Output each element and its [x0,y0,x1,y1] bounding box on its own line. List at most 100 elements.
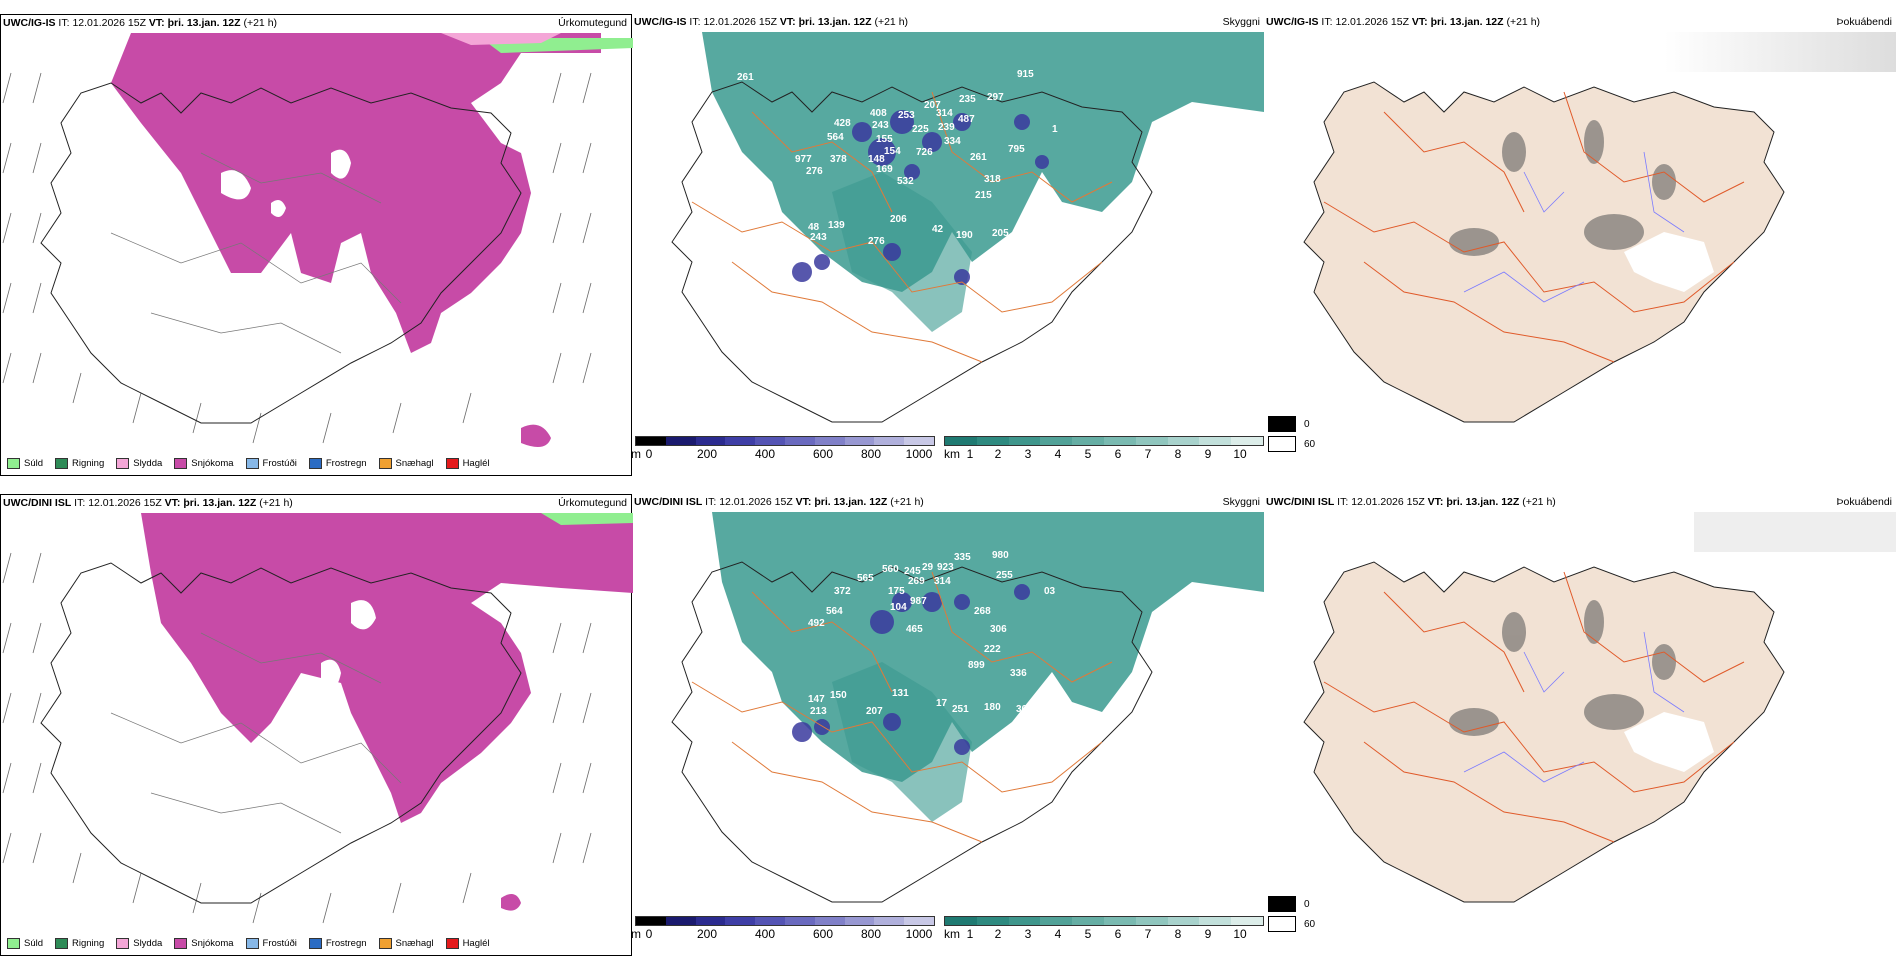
svg-text:1: 1 [1052,124,1058,135]
panel-name: Þokuábendi [1836,16,1892,28]
svg-text:372: 372 [834,586,851,597]
visibility-bar [944,916,1264,926]
tick-label: 1000 [905,927,933,941]
precip-legend: Súld Rigning Slydda Snjókoma Frostúði Fr… [7,938,490,949]
visibility-map: 261 915 207 235 297 428 564 408 253 314 … [671,32,1264,423]
unit-label: m [631,447,641,461]
tick-label: 10 [1233,927,1247,941]
tick-label: 10 [1233,447,1247,461]
svg-text:378: 378 [830,154,847,165]
legend-item: Frostregn [308,938,367,949]
coastline [671,561,1153,903]
fog-legend-item: 0 [1268,894,1315,914]
legend-swatch [55,938,69,949]
legend-swatch [174,458,188,469]
tick-label: 5 [1084,927,1092,941]
svg-text:225: 225 [912,124,929,135]
panel-name: Þokuábendi [1836,496,1892,508]
tick-label: 1 [966,927,974,941]
ceiling-bar [635,436,935,446]
snow-area [111,33,601,353]
legend-item: Haglél [445,938,490,949]
svg-text:150: 150 [830,690,847,701]
fog-legend-item: 60 [1268,434,1315,454]
tick-label: 9 [1204,447,1212,461]
legend-item: Haglél [445,458,490,469]
tick-label: 3 [1024,447,1032,461]
coastline [40,562,522,904]
ceiling-bar [635,916,935,926]
svg-text:251: 251 [952,704,969,715]
svg-text:899: 899 [968,660,985,671]
svg-text:205: 205 [992,228,1009,239]
tick-label: 400 [754,447,776,461]
svg-text:139: 139 [828,220,845,231]
wind-barbs [2,72,592,444]
roads [1323,571,1745,843]
tick-label: 6 [1114,927,1122,941]
tick-label: 2 [994,927,1002,941]
visibility-panel-row2: UWC/DINI ISL IT: 12.01.2026 15Z VT: þri.… [632,494,1264,956]
svg-text:987: 987 [910,596,927,607]
unit-label: km [944,927,960,941]
legend-swatch [308,938,322,949]
legend-swatch [174,938,188,949]
svg-text:915: 915 [1017,69,1034,80]
panel-title: UWC/IG-IS IT: 12.01.2026 15Z VT: þri. 13… [634,16,909,28]
svg-text:235: 235 [959,94,976,105]
svg-text:03: 03 [1044,586,1056,597]
roads [691,571,1113,843]
tick-label: 400 [754,927,776,941]
svg-text:977: 977 [795,154,812,165]
fog-legend-row1: 0 60 [1268,414,1315,454]
coastline [40,82,522,424]
svg-text:155: 155 [876,134,893,145]
svg-text:368: 368 [1016,704,1033,715]
panel-name: Skyggni [1222,16,1260,28]
legend-item: Slydda [116,458,162,469]
visibility-map: 980 335 565 560 245 29 923 255 372 269 1… [671,512,1264,903]
svg-text:532: 532 [897,176,914,187]
legend-item: Snæhagl [378,458,434,469]
svg-text:408: 408 [870,108,887,119]
svg-text:297: 297 [987,92,1004,103]
panel-title: UWC/DINI ISL IT: 12.01.2026 15Z VT: þri.… [1266,496,1556,508]
tick-label: 200 [696,927,718,941]
svg-text:147: 147 [808,694,825,705]
ceiling-values: 261 915 207 235 297 428 564 408 253 314 … [737,69,1058,247]
svg-text:29: 29 [922,562,934,573]
svg-text:207: 207 [866,706,883,717]
svg-text:428: 428 [834,118,851,129]
svg-text:726: 726 [916,147,933,158]
panel-name: Úrkomutegund [558,497,627,509]
svg-text:276: 276 [868,236,885,247]
tick-label: 9 [1204,927,1212,941]
svg-text:206: 206 [890,214,907,225]
fog-legend-item: 60 [1268,914,1315,934]
fog-panel-row1: UWC/IG-IS IT: 12.01.2026 15Z VT: þri. 13… [1264,14,1896,476]
legend-item: Súld [7,458,43,469]
svg-text:269: 269 [908,576,925,587]
svg-text:560: 560 [882,564,899,575]
visibility-panel-row1: UWC/IG-IS IT: 12.01.2026 15Z VT: þri. 13… [632,14,1264,476]
legend-item: Rigning [55,458,104,469]
tick-label: 4 [1054,927,1062,941]
svg-text:239: 239 [938,122,955,133]
svg-text:334: 334 [944,136,961,147]
legend-swatch [116,938,130,949]
panel-title: UWC/DINI ISL IT: 12.01.2026 15Z VT: þri.… [634,496,924,508]
svg-text:314: 314 [936,108,953,119]
precip-type-panel-row1: UWC/IG-IS IT: 12.01.2026 15Z VT: þri. 13… [0,14,633,476]
svg-text:314: 314 [934,576,951,587]
svg-text:261: 261 [737,72,754,83]
legend-item: Frostúði [245,458,297,469]
tick-label: 800 [860,447,882,461]
svg-text:215: 215 [975,190,992,201]
tick-label: 2 [994,447,1002,461]
svg-text:268: 268 [974,606,991,617]
tick-label: 200 [696,447,718,461]
svg-text:407: 407 [1020,211,1037,222]
svg-text:288: 288 [1026,230,1043,241]
svg-text:492: 492 [808,618,825,629]
roads [691,91,1113,363]
